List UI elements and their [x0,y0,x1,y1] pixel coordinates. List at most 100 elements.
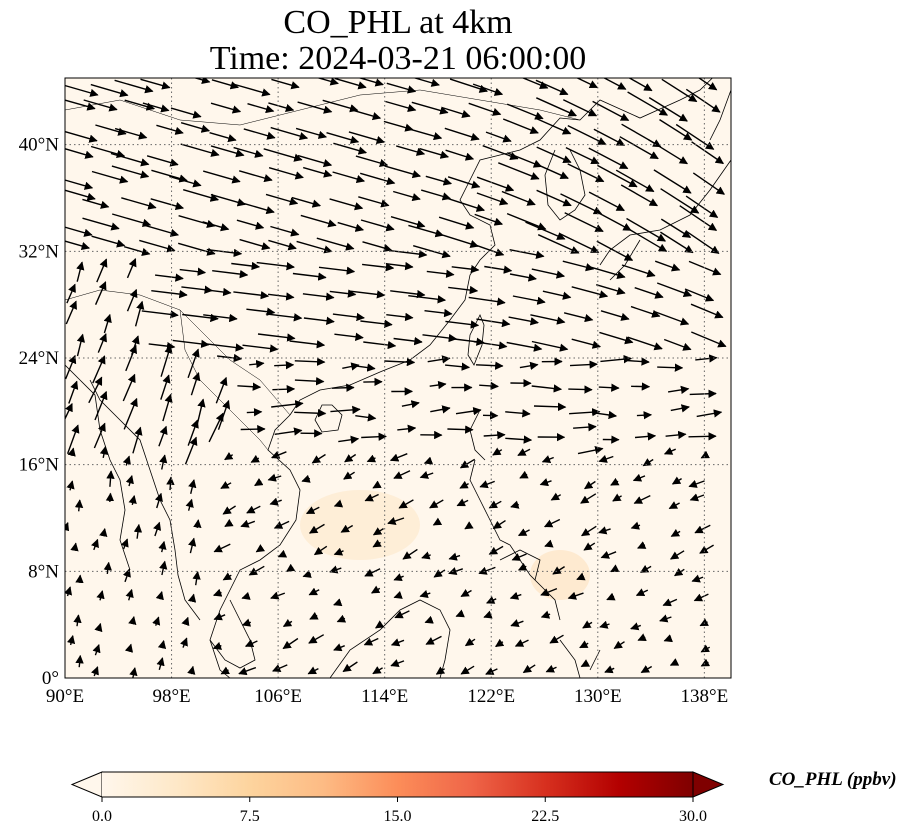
wind-arrow [588,147,629,170]
wind-arrow [619,136,659,160]
wind-arrow [340,524,354,533]
wind-arrow [630,622,642,631]
wind-arrow [333,547,344,556]
wind-arrow [661,78,698,103]
wind-arrow [366,454,377,463]
wind-arrow [187,665,196,675]
wind-arrow [600,354,633,364]
wind-arrow [455,609,465,618]
wind-arrow [577,445,604,455]
wind-arrow [268,102,295,113]
wind-arrow [66,480,75,491]
wind-arrow [96,258,108,283]
wind-arrow [429,499,444,509]
wind-arrow [88,376,103,404]
wind-arrow [598,383,620,392]
wind-arrow [402,548,418,560]
wind-arrow [509,249,545,259]
wind-arrow [509,591,522,600]
wind-arrow [331,383,355,392]
wind-arrow [103,313,112,334]
wind-arrow [446,197,485,212]
wind-arrow [103,561,112,574]
wind-arrow [75,654,84,668]
wind-arrow [153,521,162,537]
wind-arrow [362,263,395,272]
wind-arrow [215,376,228,404]
wind-arrow [311,453,326,464]
wind-arrow [91,538,99,551]
wind-arrow [494,638,505,648]
wind-arrow [580,493,597,504]
wind-arrow [282,637,299,650]
wind-arrow [689,389,717,398]
wind-arrow [105,492,115,502]
wind-arrow [203,313,238,323]
x-tick-label: 90°E [46,686,84,707]
colorbar-tick-label: 0.0 [92,808,112,825]
wind-arrow [421,189,452,201]
wind-arrow [124,246,151,256]
wind-arrow [488,545,504,555]
wind-arrow [76,333,86,357]
colorbar-tick-label: 22.5 [531,808,559,825]
wind-arrow [187,419,199,446]
wind-arrow [159,454,168,470]
wind-arrow [656,282,693,297]
wind-arrow [569,408,601,417]
wind-arrow [68,380,79,404]
wind-arrow [394,610,410,619]
wind-arrow [688,479,705,488]
wind-arrow [248,565,265,576]
wind-arrow [670,528,681,537]
wind-arrow [152,616,161,626]
wind-arrow [166,476,175,491]
wind-arrow [626,217,667,242]
wind-arrow [390,659,405,667]
wind-arrow [212,641,223,650]
wind-arrow [129,667,138,678]
wind-arrow [692,172,725,195]
wind-arrow [303,166,333,178]
wind-arrow [292,272,327,281]
wind-arrow [179,267,207,276]
wind-arrow [295,127,328,139]
wind-arrow [374,620,385,629]
wind-arrow [573,422,597,432]
wind-arrow [390,216,426,229]
wind-arrow [141,310,179,319]
wind-arrow [514,639,529,647]
wind-arrow [243,128,276,140]
wind-arrow [196,398,206,427]
wind-arrow [423,456,434,465]
wind-arrow [408,295,447,304]
wind-arrow [685,88,721,113]
wind-arrow [178,215,216,228]
wind-arrow [575,78,599,89]
wind-arrow [571,286,609,299]
wind-arrow [464,521,474,530]
wind-arrow [485,131,512,143]
wind-arrow [332,171,366,184]
wind-arrow [360,172,396,186]
wind-arrow [653,310,690,326]
wind-arrow [460,588,472,598]
wind-arrow [567,591,584,600]
wind-arrow [90,145,126,159]
wind-arrow [246,505,261,514]
wind-arrow [344,453,357,463]
wind-arrow [247,103,275,114]
wind-arrow [386,82,417,94]
wind-arrow [475,361,504,370]
colorbar-extend-min [70,771,103,798]
wind-arrow [449,78,488,93]
wind-arrow [97,333,107,353]
wind-arrow [419,589,431,598]
wind-arrow [426,269,455,278]
wind-arrow [355,363,376,372]
wind-arrow [685,195,719,218]
wind-arrow [343,471,355,480]
wind-arrow [360,219,395,232]
wind-arrow [627,91,669,116]
wind-arrow [606,592,616,601]
